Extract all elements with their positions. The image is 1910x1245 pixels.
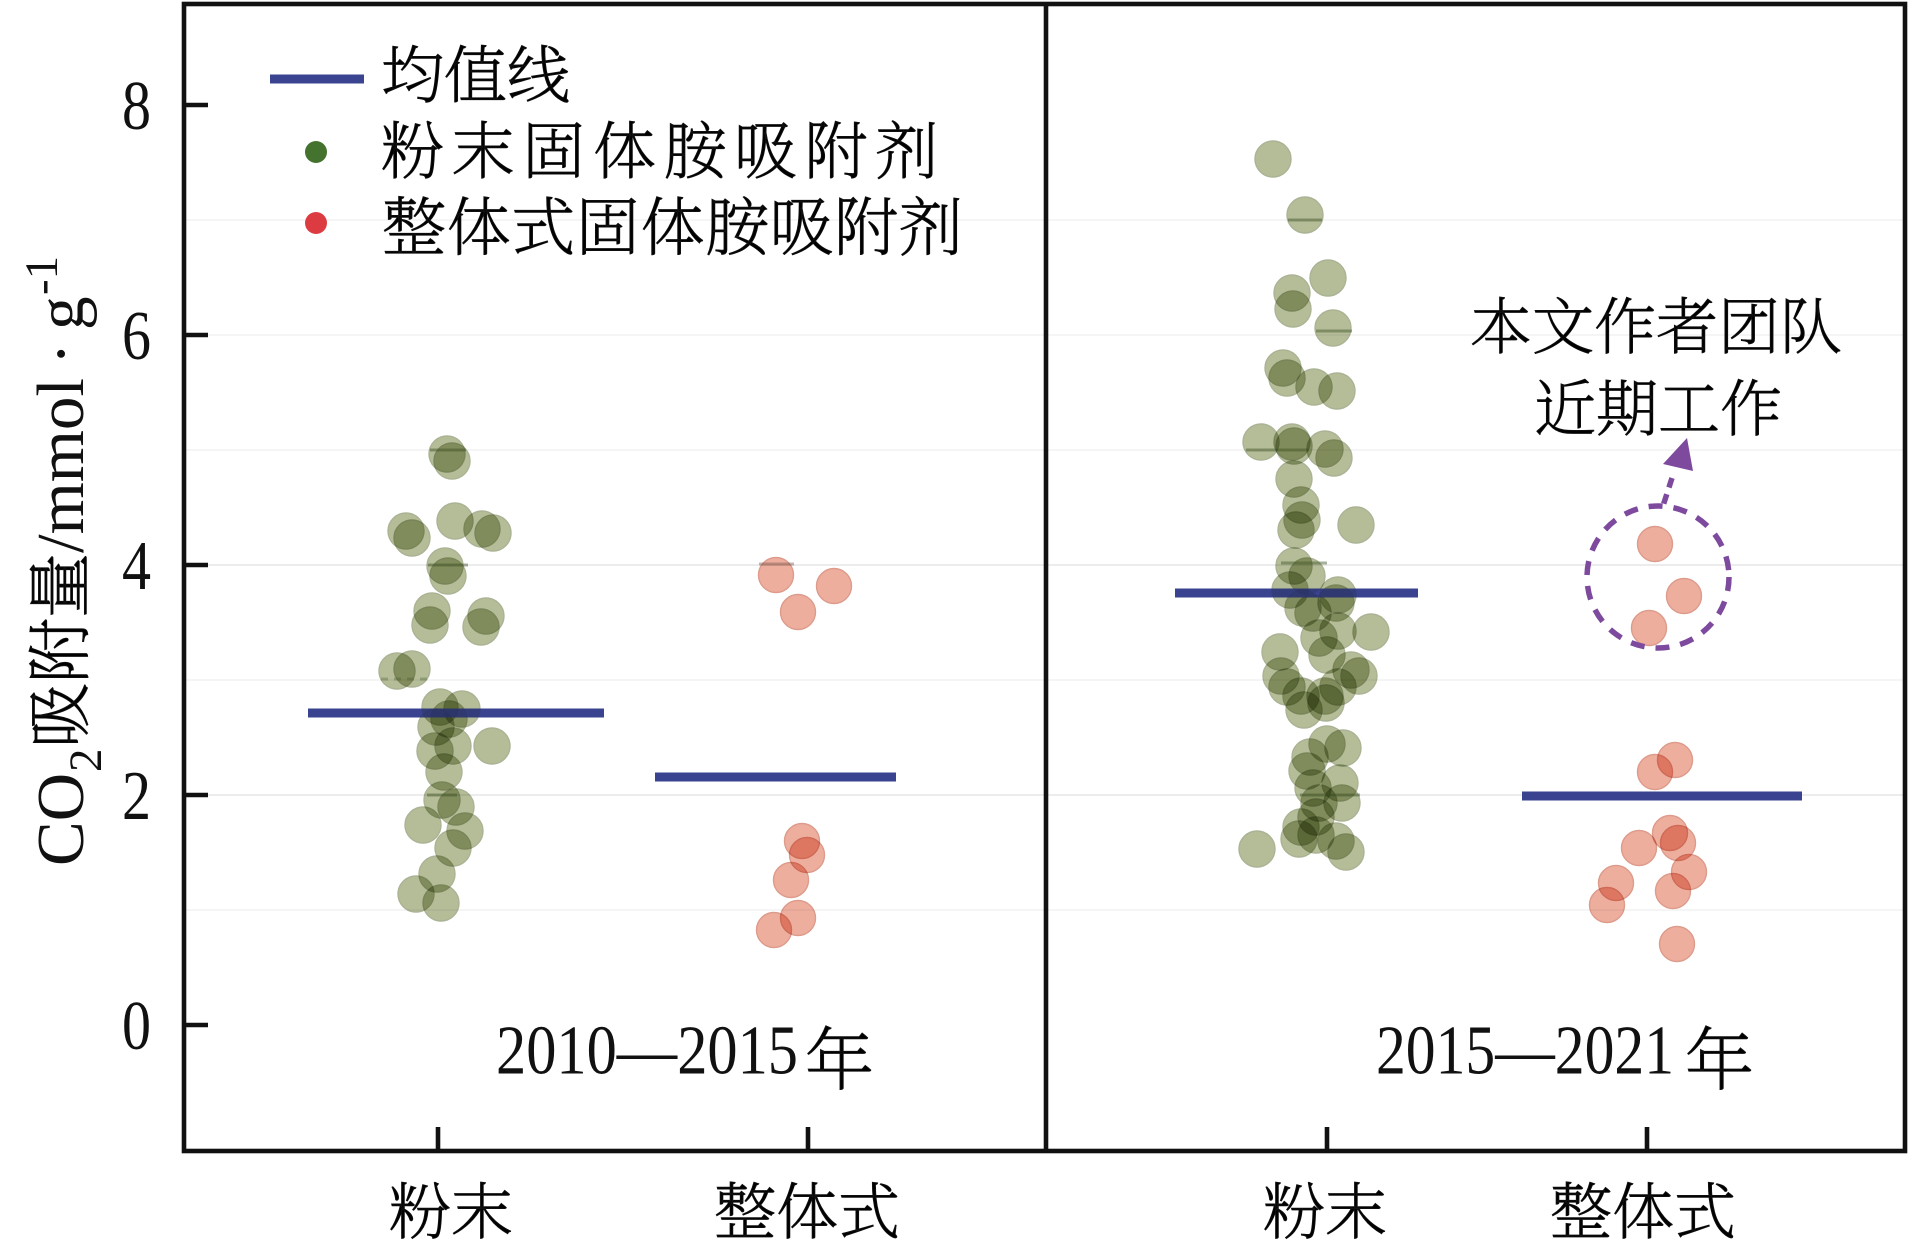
svg-text:6: 6 (122, 298, 151, 375)
svg-text:·: · (24, 343, 98, 365)
svg-text:2: 2 (122, 758, 151, 835)
svg-text:8: 8 (122, 68, 151, 145)
svg-text:0: 0 (122, 988, 151, 1065)
svg-text:2: 2 (60, 749, 112, 773)
svg-text:2010—2015: 2010—2015 (496, 1013, 798, 1090)
svg-text:g: g (24, 297, 98, 331)
svg-text:-1: -1 (16, 256, 68, 295)
svg-text:CO: CO (24, 773, 98, 866)
svg-text:2015—2021: 2015—2021 (1376, 1013, 1674, 1090)
svg-text:4: 4 (122, 528, 151, 605)
svg-text:/mmol: /mmol (24, 378, 98, 553)
